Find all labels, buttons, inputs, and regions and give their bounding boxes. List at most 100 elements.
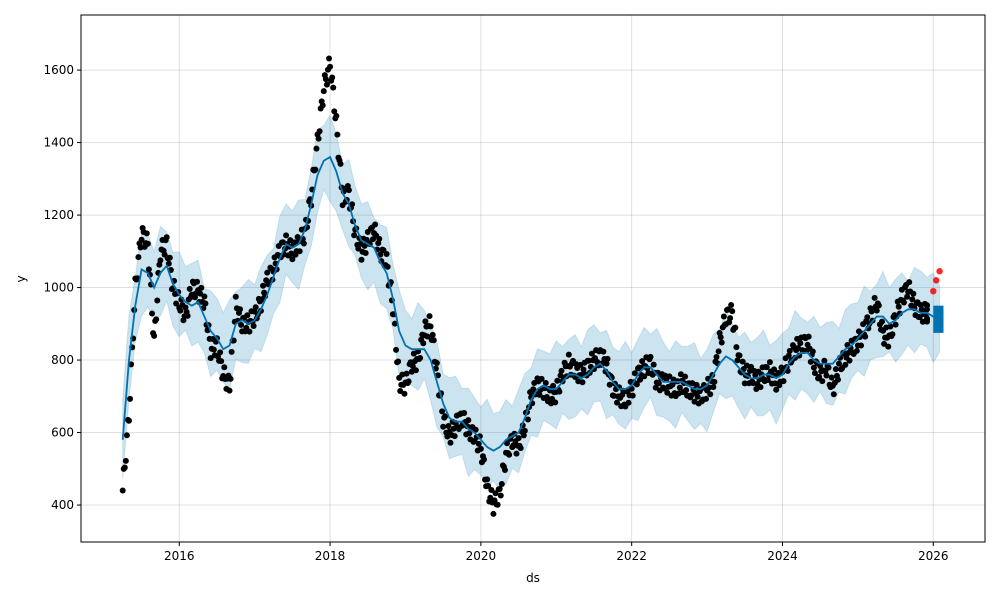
observed-point — [504, 440, 511, 447]
observed-point — [333, 112, 340, 119]
observed-point — [355, 245, 362, 252]
y-tick-label: 1600 — [43, 63, 74, 77]
x-tick-label: 2016 — [164, 549, 195, 563]
observed-point — [521, 427, 528, 434]
observed-point — [736, 352, 743, 359]
observed-point — [177, 307, 184, 314]
observed-point — [345, 187, 352, 194]
observed-point — [604, 355, 611, 362]
observed-point — [145, 266, 152, 273]
observed-point — [538, 375, 545, 382]
observed-point — [477, 445, 484, 452]
observed-point — [676, 384, 683, 391]
yhat-line — [121, 155, 940, 452]
observed-point — [887, 323, 894, 330]
observed-point — [711, 378, 718, 385]
observed-point — [823, 372, 830, 379]
observed-point — [683, 387, 690, 394]
observed-point — [427, 323, 434, 330]
observed-point — [447, 439, 454, 446]
observed-point — [232, 293, 239, 300]
observed-point — [202, 300, 209, 307]
observed-point — [135, 254, 142, 261]
observed-point — [221, 364, 228, 371]
y-tick-label: 800 — [51, 353, 74, 367]
observed-point — [327, 63, 334, 70]
observed-point — [337, 160, 344, 167]
observed-point — [119, 487, 126, 494]
observed-point — [580, 366, 587, 373]
observed-point — [424, 333, 431, 340]
test-point — [932, 277, 940, 284]
observed-point — [811, 370, 818, 377]
observed-point — [836, 360, 843, 367]
test-point — [930, 287, 937, 295]
observed-point — [186, 285, 193, 292]
observed-point — [149, 310, 156, 317]
observed-point — [173, 300, 180, 307]
observed-point — [733, 344, 740, 351]
observed-point — [184, 312, 191, 319]
observed-point — [558, 367, 565, 374]
observed-point — [498, 480, 505, 487]
observed-point — [461, 409, 468, 416]
observed-point — [250, 322, 257, 329]
observed-point — [334, 131, 341, 138]
observed-point — [606, 381, 613, 388]
observed-point — [764, 376, 771, 383]
observed-point — [496, 485, 503, 492]
plot-frame — [80, 14, 986, 543]
observed-point — [237, 306, 244, 313]
observed-point — [322, 76, 329, 83]
observed-point — [524, 416, 531, 423]
observed-point — [703, 395, 710, 402]
observed-point — [864, 314, 871, 321]
observed-point — [358, 256, 365, 263]
observed-point — [420, 340, 427, 347]
observed-point — [666, 373, 673, 380]
observed-point — [144, 240, 151, 247]
observed-point — [515, 435, 522, 442]
observed-point — [600, 348, 607, 355]
observed-point — [924, 316, 931, 323]
observed-point — [395, 358, 402, 365]
observed-point — [650, 361, 657, 368]
observed-point — [707, 391, 714, 398]
observed-point — [536, 391, 543, 398]
observed-point — [873, 307, 880, 314]
observed-point — [637, 376, 644, 383]
observed-point — [694, 393, 701, 400]
observed-point — [466, 430, 473, 437]
observed-point — [490, 510, 497, 517]
observed-point — [506, 451, 513, 458]
observed-point — [289, 256, 296, 263]
observed-point — [834, 376, 841, 383]
observed-point — [588, 350, 595, 357]
observed-point — [603, 360, 610, 367]
observed-point — [819, 378, 826, 385]
observed-point — [433, 360, 440, 367]
observed-point — [391, 320, 398, 327]
observed-point — [825, 364, 832, 371]
test-point — [936, 268, 943, 275]
observed-point — [383, 250, 390, 257]
observed-point — [409, 363, 416, 370]
observed-point — [889, 331, 896, 338]
observed-point — [430, 337, 437, 344]
observed-point — [757, 384, 764, 391]
observed-point — [639, 358, 646, 365]
observed-point — [122, 457, 129, 464]
interval-area — [122, 113, 941, 491]
observed-point — [330, 84, 337, 91]
observed-point — [718, 339, 725, 346]
observed-point — [741, 380, 748, 387]
observed-point — [488, 486, 495, 493]
observed-point — [349, 201, 356, 208]
observed-point — [217, 349, 224, 356]
observed-point — [748, 363, 755, 370]
observed-point — [579, 379, 586, 386]
observed-point — [766, 359, 773, 366]
observed-point — [494, 501, 501, 508]
uncertainty-band — [122, 113, 941, 491]
observed-point — [734, 357, 741, 364]
